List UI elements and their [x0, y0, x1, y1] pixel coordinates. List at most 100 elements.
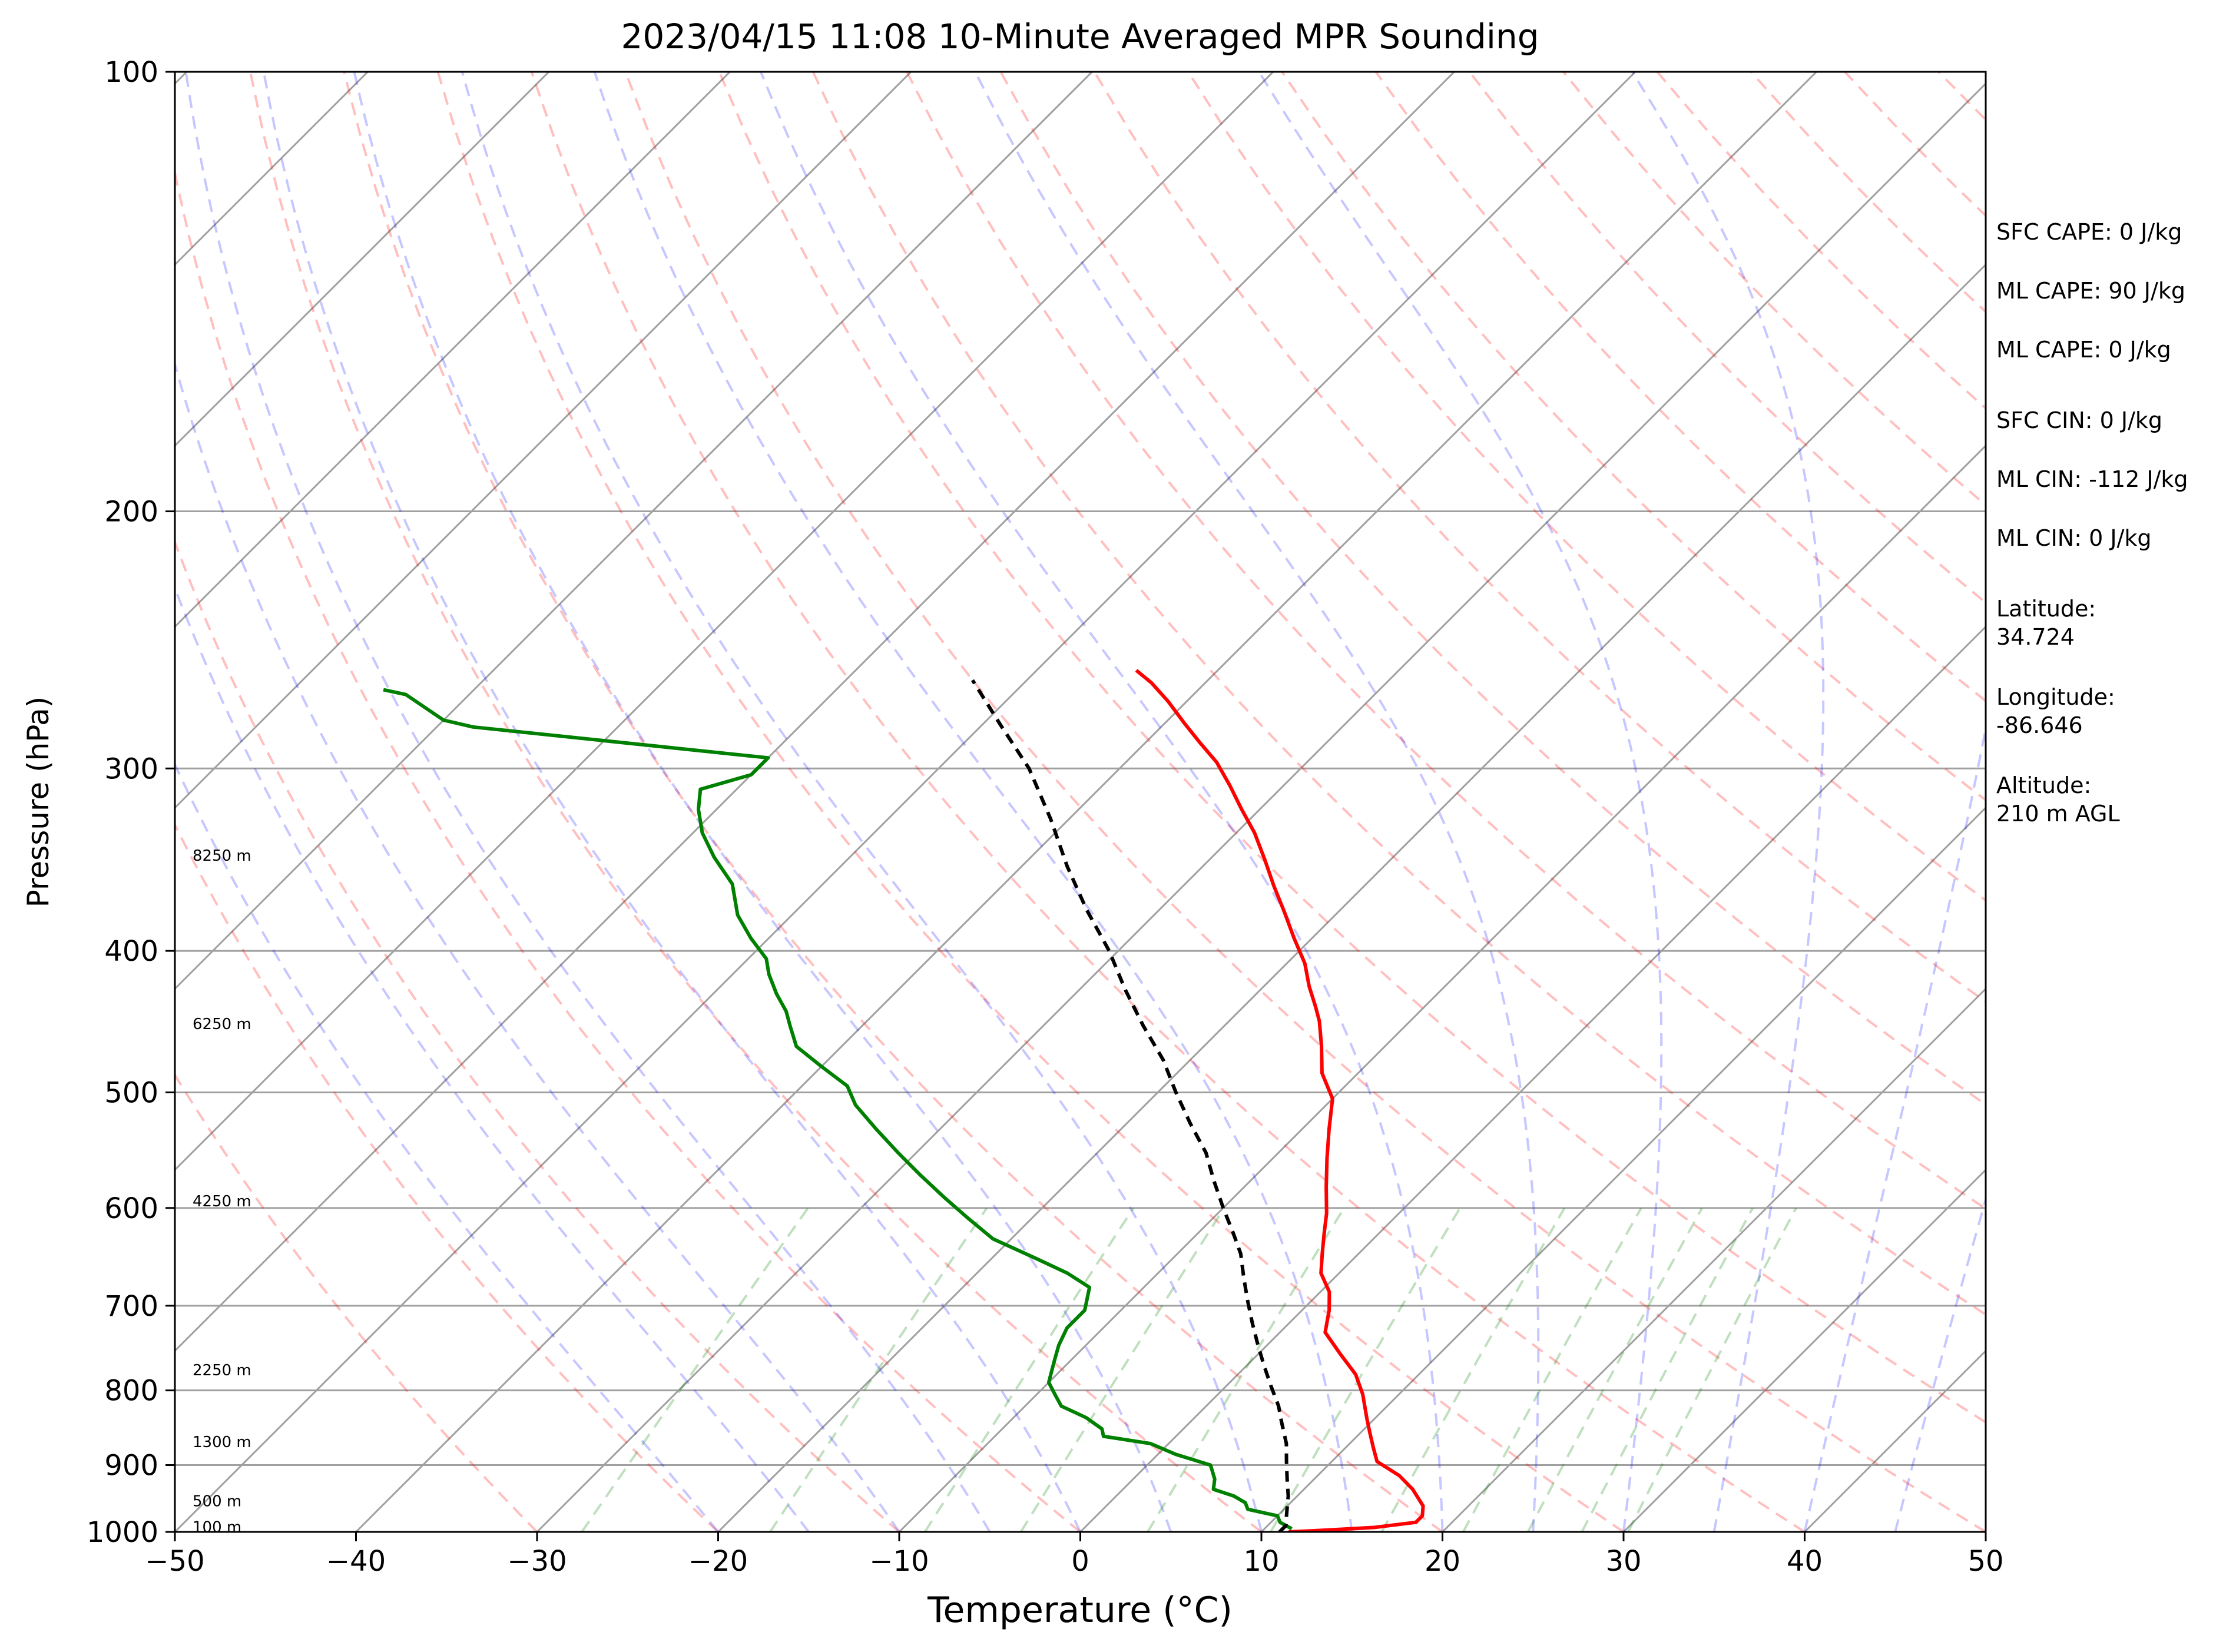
- isotherm-line: [175, 72, 912, 810]
- isotherm-line: [175, 72, 1274, 1172]
- x-tick-label: 0: [1071, 1545, 1089, 1578]
- latitude-value: 34.724: [1996, 624, 2075, 650]
- height-label: 1300 m: [193, 1434, 251, 1451]
- temperature-trace: [1135, 669, 1425, 1532]
- isotherm-line: [175, 72, 550, 447]
- y-tick-label: 300: [104, 752, 158, 785]
- mixing-ratio-line: [769, 1207, 988, 1532]
- height-label: 100 m: [193, 1519, 241, 1537]
- y-tick-label: 1000: [87, 1516, 158, 1549]
- dry-adiabat: [530, 72, 1806, 1532]
- mixing-ratio-line: [1627, 1207, 1797, 1532]
- altitude-label: Altitude:: [1996, 772, 2092, 798]
- sounding-traces: [383, 669, 1425, 1532]
- longitude-value: -86.646: [1996, 712, 2083, 738]
- dry-adiabat: [718, 72, 1986, 1424]
- moist-adiabat: [175, 360, 900, 1532]
- moist-adiabat: [175, 585, 810, 1532]
- mixing-ratio-line: [1380, 1207, 1566, 1532]
- mixing-ratio-line: [1147, 1207, 1346, 1532]
- dry-adiabat: [175, 822, 719, 1532]
- y-tick-label: 800: [104, 1375, 158, 1408]
- background-lines: [0, 72, 1986, 1532]
- moist-adiabat: [593, 72, 1353, 1532]
- isotherm-line: [175, 72, 1637, 1532]
- mixing-ratio-line: [581, 1207, 809, 1532]
- x-tick-label: 30: [1605, 1545, 1641, 1578]
- mixing-ratio-line: [1526, 1207, 1704, 1532]
- y-tick-label: 700: [104, 1290, 158, 1323]
- moist-adiabat: [175, 762, 720, 1532]
- moist-adiabat: [1258, 72, 1663, 1532]
- height-label: 6250 m: [193, 1016, 251, 1033]
- dry-adiabat: [811, 72, 1986, 1316]
- moist-adiabat: [974, 72, 1540, 1532]
- height-label: 2250 m: [193, 1362, 251, 1379]
- y-tick-label: 100: [104, 56, 158, 89]
- x-tick-label: 50: [1967, 1545, 2003, 1578]
- ml-cin-text: ML CIN: -112 J/kg: [1996, 466, 2188, 492]
- ml-cape-text: ML CAPE: 90 J/kg: [1996, 278, 2185, 304]
- dry-adiabat: [249, 72, 1263, 1532]
- dry-adiabat: [436, 72, 1625, 1532]
- isotherm-line: [175, 72, 1455, 1352]
- x-tick-label: −50: [145, 1545, 204, 1578]
- ml-cape-text-2: ML CAPE: 0 J/kg: [1996, 337, 2171, 363]
- height-label: 8250 m: [193, 847, 251, 865]
- latitude-info: Latitude: 34.724: [1996, 595, 2096, 651]
- mixing-ratio-line: [1019, 1207, 1225, 1532]
- x-tick-label: −30: [507, 1545, 567, 1578]
- isotherm-line: [1442, 987, 1986, 1532]
- dry-adiabat: [175, 539, 900, 1532]
- longitude-label: Longitude:: [1996, 684, 2115, 710]
- dry-adiabat: [343, 72, 1443, 1532]
- dry-adiabat: [175, 167, 1081, 1532]
- moist-adiabat: [353, 72, 1172, 1532]
- isotherm-line: [1260, 806, 1986, 1532]
- isotherm-line: [0, 72, 6, 1532]
- chart-title: 2023/04/15 11:08 10-Minute Averaged MPR …: [621, 16, 1539, 57]
- y-tick-label: 400: [104, 935, 158, 968]
- moist-adiabat: [262, 72, 1082, 1532]
- longitude-info: Longitude: -86.646: [1996, 683, 2115, 739]
- sfc-cin-text: SFC CIN: 0 J/kg: [1996, 407, 2163, 433]
- latitude-label: Latitude:: [1996, 596, 2096, 622]
- sfc-cape-text: SFC CAPE: 0 J/kg: [1996, 219, 2182, 245]
- y-axis-label: Pressure (hPa): [21, 696, 55, 908]
- x-tick-label: 40: [1787, 1545, 1823, 1578]
- y-tick-label: 500: [104, 1076, 158, 1109]
- moist-adiabat: [461, 72, 1263, 1532]
- x-tick-label: −20: [688, 1545, 748, 1578]
- mixing-ratio-line: [1462, 1207, 1642, 1532]
- y-tick-label: 600: [104, 1192, 158, 1225]
- x-tick-label: −40: [326, 1545, 386, 1578]
- height-labels: 100 m 500 m 1300 m 2250 m 4250 m 6250 m 8250 m: [193, 847, 251, 1537]
- y-axis: 100 200 300 400 500 600 700 800 900 1000: [87, 56, 175, 1549]
- isotherm-line: [355, 72, 1817, 1532]
- isotherm-line: [1622, 1168, 1986, 1532]
- height-label: 500 m: [193, 1492, 241, 1510]
- dry-adiabat: [624, 72, 1986, 1532]
- altitude-value: 210 m AGL: [1996, 801, 2120, 827]
- x-tick-label: −10: [869, 1545, 929, 1578]
- mixing-ratio-line: [1269, 1207, 1462, 1532]
- x-axis-label: Temperature (°C): [927, 1590, 1233, 1631]
- x-tick-label: 10: [1243, 1545, 1279, 1578]
- dry-adiabat: [1281, 72, 1986, 802]
- moist-adiabat: [184, 72, 991, 1532]
- moist-adiabat: [760, 72, 1444, 1532]
- height-label: 4250 m: [193, 1193, 251, 1210]
- y-tick-label: 200: [104, 496, 158, 529]
- dry-adiabat: [1374, 72, 1986, 703]
- dry-adiabat: [906, 72, 1986, 1210]
- isotherm-line: [536, 82, 1986, 1532]
- dewpoint-trace: [383, 688, 1293, 1531]
- isotherm-line: [175, 72, 1093, 990]
- moist-adiabat: [1803, 722, 1986, 1532]
- isotherm-line: [175, 72, 731, 628]
- altitude-info: Altitude: 210 m AGL: [1996, 771, 2120, 828]
- moist-adiabat: [1631, 72, 1825, 1532]
- moist-adiabat: [1894, 1195, 1986, 1532]
- dry-adiabat: [1093, 72, 1986, 1003]
